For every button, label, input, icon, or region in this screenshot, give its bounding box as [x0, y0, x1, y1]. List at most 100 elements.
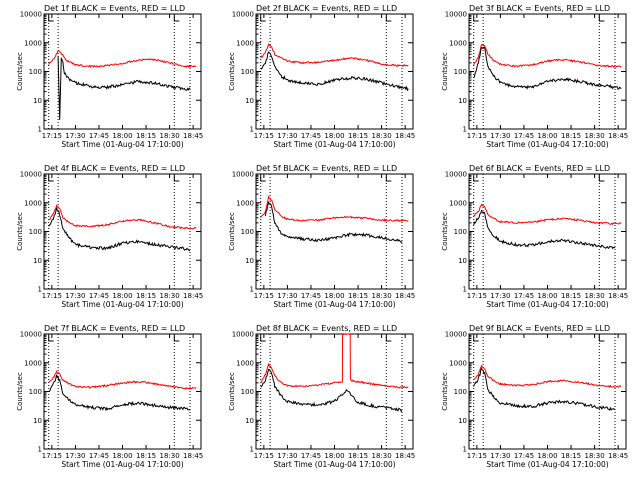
- y-tick-label: 10000: [20, 171, 42, 179]
- y-tick-label: 10: [458, 257, 467, 265]
- y-tick-label: 1000: [24, 39, 42, 47]
- y-tick-label: 100: [29, 228, 42, 236]
- y-tick-label: 10: [33, 97, 42, 105]
- x-tick-label: 18:30: [372, 452, 392, 460]
- plot-frame: [43, 173, 202, 290]
- series-line-lld: [260, 333, 409, 389]
- y-tick-label: 10: [33, 417, 42, 425]
- x-tick-label: 18:30: [585, 452, 605, 460]
- x-tick-label: 17:30: [277, 132, 297, 140]
- plot-frame: [468, 13, 627, 130]
- x-tick-label: 17:45: [89, 452, 109, 460]
- series-line-events: [48, 207, 191, 252]
- x-tick-label: 17:15: [254, 292, 274, 300]
- y-axis-label: Counts/sec: [441, 212, 449, 251]
- y-tick-label: 1000: [236, 199, 254, 207]
- y-tick-label: 10: [245, 97, 254, 105]
- x-tick-label: 17:30: [490, 292, 510, 300]
- y-tick-label: 1: [463, 126, 467, 134]
- series-line-lld: [48, 204, 197, 230]
- chart-title: Det 6f BLACK = Events, RED = LLD: [469, 164, 610, 173]
- x-tick-label: 17:30: [65, 132, 85, 140]
- y-tick-label: 1: [463, 286, 467, 294]
- chart-title: Det 2f BLACK = Events, RED = LLD: [256, 4, 397, 13]
- y-tick-label: 10000: [20, 331, 42, 339]
- y-axis-label: Counts/sec: [441, 372, 449, 411]
- y-axis-label: Counts/sec: [441, 52, 449, 91]
- interval-bracket: [598, 175, 605, 182]
- x-axis-label: Start Time (01-Aug-04 17:10:00): [61, 460, 183, 469]
- y-tick-label: 10: [245, 417, 254, 425]
- x-tick-label: 18:00: [112, 132, 132, 140]
- series-line-lld: [260, 195, 409, 222]
- y-tick-label: 10000: [20, 11, 42, 19]
- plot-frame: [255, 13, 414, 130]
- series-line-events: [473, 46, 622, 91]
- series-line-lld: [473, 203, 622, 226]
- x-tick-label: 18:15: [348, 292, 368, 300]
- y-tick-label: 1000: [449, 359, 467, 367]
- x-tick-label: 18:00: [537, 292, 557, 300]
- x-tick-label: 18:00: [537, 452, 557, 460]
- y-tick-label: 1000: [449, 39, 467, 47]
- interval-bracket: [48, 15, 54, 22]
- x-tick-label: 18:30: [585, 132, 605, 140]
- series-line-events: [260, 368, 403, 413]
- x-tick-label: 17:45: [514, 292, 534, 300]
- x-tick-label: 18:30: [160, 452, 180, 460]
- x-tick-label: 18:30: [372, 132, 392, 140]
- y-tick-label: 10: [458, 97, 467, 105]
- x-tick-label: 18:00: [112, 452, 132, 460]
- x-tick-label: 18:00: [112, 292, 132, 300]
- x-tick-label: 18:00: [324, 452, 344, 460]
- y-tick-label: 100: [241, 228, 254, 236]
- interval-bracket: [473, 175, 479, 182]
- x-tick-label: 17:45: [301, 132, 321, 140]
- chart-title: Det 8f BLACK = Events, RED = LLD: [256, 324, 397, 333]
- y-tick-label: 10000: [445, 331, 467, 339]
- y-tick-label: 1000: [236, 359, 254, 367]
- y-tick-label: 10000: [445, 171, 467, 179]
- x-tick-label: 18:00: [537, 132, 557, 140]
- x-tick-label: 18:15: [561, 132, 581, 140]
- series-line-events: [260, 51, 409, 92]
- x-tick-label: 17:15: [467, 292, 487, 300]
- x-axis-label: Start Time (01-Aug-04 17:10:00): [486, 300, 608, 309]
- y-tick-label: 10: [245, 257, 254, 265]
- x-tick-label: 17:45: [301, 452, 321, 460]
- x-tick-label: 18:15: [136, 132, 156, 140]
- plot-frame: [255, 333, 414, 450]
- y-axis-label: Counts/sec: [228, 372, 236, 411]
- y-tick-label: 10000: [445, 11, 467, 19]
- interval-bracket: [385, 175, 392, 182]
- interval-bracket: [173, 335, 180, 342]
- x-tick-label: 18:45: [183, 132, 203, 140]
- y-tick-label: 1: [38, 126, 42, 134]
- x-tick-label: 17:45: [89, 292, 109, 300]
- y-tick-label: 1: [38, 286, 42, 294]
- series-line-events: [57, 56, 191, 120]
- chart-title: Det 7f BLACK = Events, RED = LLD: [44, 324, 185, 333]
- y-tick-label: 10000: [232, 11, 254, 19]
- series-line-lld: [473, 364, 622, 389]
- chart-title: Det 5f BLACK = Events, RED = LLD: [256, 164, 397, 173]
- interval-bracket: [173, 15, 180, 22]
- x-tick-label: 17:45: [89, 132, 109, 140]
- y-tick-label: 100: [29, 388, 42, 396]
- series-line-lld: [473, 44, 622, 69]
- x-tick-label: 18:45: [395, 292, 415, 300]
- x-tick-label: 18:45: [608, 132, 628, 140]
- x-tick-label: 17:15: [42, 132, 62, 140]
- plot-frame: [43, 13, 202, 130]
- series-line-events: [473, 367, 615, 412]
- x-tick-label: 18:15: [136, 292, 156, 300]
- x-axis-label: Start Time (01-Aug-04 17:10:00): [486, 460, 608, 469]
- x-axis-label: Start Time (01-Aug-04 17:10:00): [273, 300, 395, 309]
- x-tick-label: 17:45: [514, 452, 534, 460]
- x-tick-label: 18:00: [324, 132, 344, 140]
- y-axis-label: Counts/sec: [228, 52, 236, 91]
- series-line-events: [473, 209, 616, 250]
- y-tick-label: 100: [241, 388, 254, 396]
- x-tick-label: 18:30: [585, 292, 605, 300]
- x-tick-label: 18:15: [348, 132, 368, 140]
